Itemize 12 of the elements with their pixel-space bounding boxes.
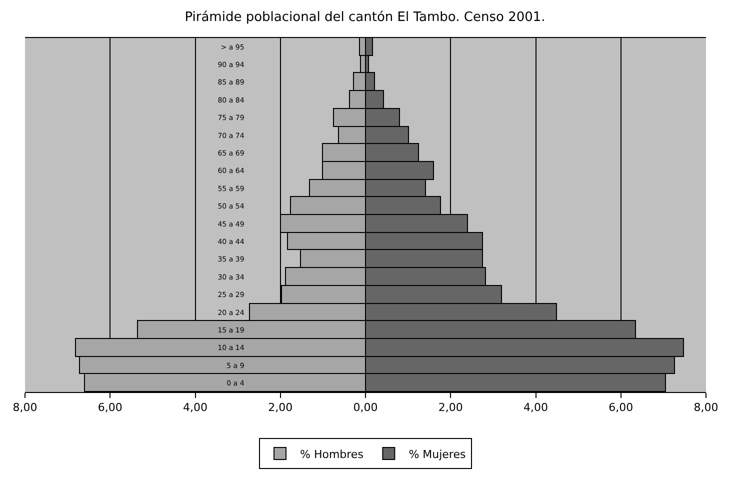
x-tick-label: 2,00: [438, 401, 463, 414]
chart-title: Pirámide poblacional del cantón El Tambo. Censo 2001.: [184, 10, 546, 26]
x-tick-label: 6,00: [98, 401, 122, 414]
x-tick-label: 6,00: [608, 401, 634, 414]
x-tick-label: 4,00: [524, 401, 548, 414]
legend-label: % Hombres: [300, 448, 364, 461]
x-tick-label: 8,00: [694, 401, 718, 414]
x-tick-label: 8,00: [12, 401, 38, 414]
legend-label: % Mujeres: [408, 448, 466, 461]
x-tick-label: 0,00: [353, 401, 378, 414]
x-tick-label: 4,00: [183, 401, 208, 414]
x-tick-label: 2,00: [268, 401, 293, 414]
